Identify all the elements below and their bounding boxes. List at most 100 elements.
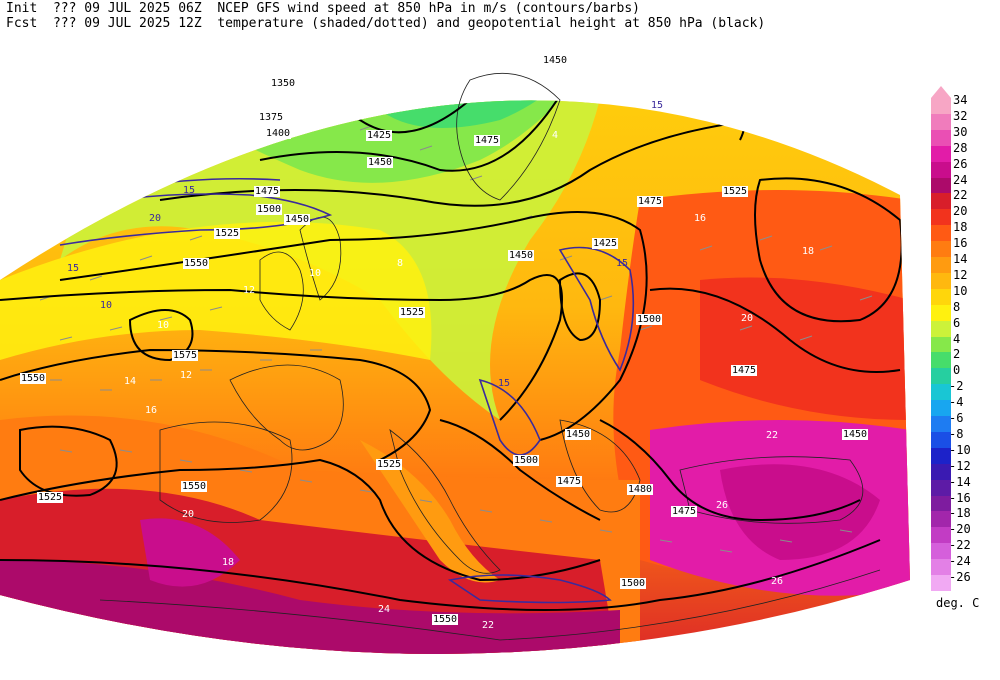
colorbar-cell bbox=[931, 288, 951, 306]
colorbar-label: -26 bbox=[949, 570, 971, 584]
colorbar-cell bbox=[931, 431, 951, 449]
wind-label: 15 bbox=[498, 378, 511, 389]
colorbar-label: -6 bbox=[949, 411, 964, 425]
colorbar-cell bbox=[931, 416, 951, 433]
height-label: 1475 bbox=[637, 196, 664, 207]
height-label: 1480 bbox=[627, 484, 654, 495]
colorbar-label: 8 bbox=[953, 299, 961, 314]
wind-label: 15 bbox=[616, 258, 629, 269]
colorbar-unit: deg. C bbox=[936, 596, 980, 610]
colorbar-cell bbox=[931, 543, 951, 560]
colorbar-cell bbox=[931, 304, 951, 322]
colorbar-cell bbox=[931, 463, 951, 481]
colorbar-label: 30 bbox=[953, 124, 968, 139]
temp-label: 18 bbox=[222, 557, 235, 568]
colorbar-cell bbox=[931, 145, 951, 163]
colorbar-cell bbox=[931, 98, 951, 115]
colorbar-label: -24 bbox=[949, 554, 971, 569]
height-label: 1475 bbox=[731, 365, 758, 376]
coastlines bbox=[99, 72, 881, 641]
height-label: 1550 bbox=[183, 258, 210, 269]
temp-label: 20 bbox=[741, 313, 754, 324]
fcst-value: ??? 09 JUL 2025 12Z bbox=[52, 16, 202, 31]
colorbar-label: 16 bbox=[953, 236, 968, 251]
colorbar-label: -22 bbox=[949, 538, 971, 553]
temp-label: 14 bbox=[124, 376, 137, 387]
colorbar-label: -16 bbox=[949, 490, 971, 505]
height-label: 1475 bbox=[474, 135, 501, 146]
colorbar-cell bbox=[931, 113, 951, 131]
colorbar-cell bbox=[931, 336, 951, 353]
height-label: 1500 bbox=[636, 314, 663, 325]
colorbar-label: 34 bbox=[953, 93, 968, 107]
colorbar-label: 4 bbox=[953, 331, 961, 346]
temp-label: 24 bbox=[378, 604, 391, 615]
colorbar-label: 0 bbox=[953, 363, 961, 378]
colorbar-label: 14 bbox=[953, 252, 968, 266]
colorbar-cell bbox=[931, 129, 951, 147]
height-label: 1450 bbox=[284, 214, 311, 225]
height-label: 1525 bbox=[37, 492, 64, 503]
temp-label: 12 bbox=[180, 370, 193, 381]
temp-label: 2 bbox=[583, 72, 590, 83]
height-label: 1475 bbox=[671, 506, 698, 517]
init-value: ??? 09 JUL 2025 06Z bbox=[52, 1, 202, 16]
wind-label: 20 bbox=[149, 213, 162, 224]
height-label: 1450 bbox=[565, 429, 592, 440]
colorbar-label: 6 bbox=[953, 315, 961, 330]
height-label: 1500 bbox=[256, 204, 283, 215]
colorbar-cell bbox=[931, 527, 951, 544]
temp-label: 8 bbox=[397, 258, 404, 269]
height-label: 1450 bbox=[367, 157, 394, 168]
temp-label: 22 bbox=[766, 430, 779, 441]
height-label: 1550 bbox=[432, 614, 459, 625]
colorbar-cell bbox=[931, 161, 951, 178]
height-label: 1450 bbox=[842, 429, 869, 440]
colorbar-cell bbox=[931, 272, 951, 290]
colorbar-cell bbox=[931, 352, 951, 369]
height-label: 1475 bbox=[556, 476, 583, 487]
colorbar-label: 10 bbox=[953, 283, 968, 298]
colorbar-cell bbox=[931, 241, 951, 258]
colorbar-label: -10 bbox=[949, 442, 971, 457]
colorbar-label: 18 bbox=[953, 220, 968, 235]
height-label: 1500 bbox=[513, 455, 540, 466]
colorbar-cell bbox=[931, 575, 951, 592]
colorbar-cell bbox=[931, 495, 951, 512]
height-label: 1525 bbox=[399, 307, 426, 318]
fcst-line: Fcst ??? 09 JUL 2025 12Z temperature (sh… bbox=[6, 16, 765, 31]
colorbar-label: -20 bbox=[949, 522, 971, 537]
colorbar-label: -8 bbox=[949, 426, 964, 441]
colorbar-label: -4 bbox=[949, 395, 964, 410]
height-label: 1575 bbox=[172, 350, 199, 361]
wind-label: 10 bbox=[100, 300, 113, 311]
temp-label: 16 bbox=[145, 405, 158, 416]
colorbar-cell bbox=[931, 559, 951, 576]
colorbar-label: 26 bbox=[953, 156, 968, 171]
colorbar-cell bbox=[931, 177, 951, 194]
colorbar-cell bbox=[931, 511, 951, 528]
colorbar-label: 12 bbox=[953, 267, 968, 282]
height-label: 1375 bbox=[258, 112, 285, 123]
colorbar-cell bbox=[931, 447, 951, 465]
colorbar-label: 32 bbox=[953, 108, 968, 123]
colorbar-cell bbox=[931, 225, 951, 242]
height-label: 1500 bbox=[620, 578, 647, 589]
title-line-2: temperature (shaded/dotted) and geopoten… bbox=[217, 16, 766, 31]
colorbar-cell bbox=[931, 209, 951, 226]
colorbar-label: 22 bbox=[953, 188, 968, 203]
colorbar-label: 2 bbox=[953, 347, 961, 362]
colorbar-cell bbox=[931, 193, 951, 210]
colorbar-label: -2 bbox=[949, 379, 964, 394]
temp-label: 10 bbox=[309, 268, 322, 279]
height-label: 1425 bbox=[366, 130, 393, 141]
temp-label: 26 bbox=[771, 576, 784, 587]
colorbar-label: 28 bbox=[953, 140, 968, 155]
wind-label: 15 bbox=[651, 100, 664, 111]
height-label: 1525 bbox=[722, 186, 749, 197]
wind-label: 15 bbox=[67, 263, 80, 274]
temp-label: 16 bbox=[694, 213, 707, 224]
colorbar-cell bbox=[931, 257, 951, 274]
